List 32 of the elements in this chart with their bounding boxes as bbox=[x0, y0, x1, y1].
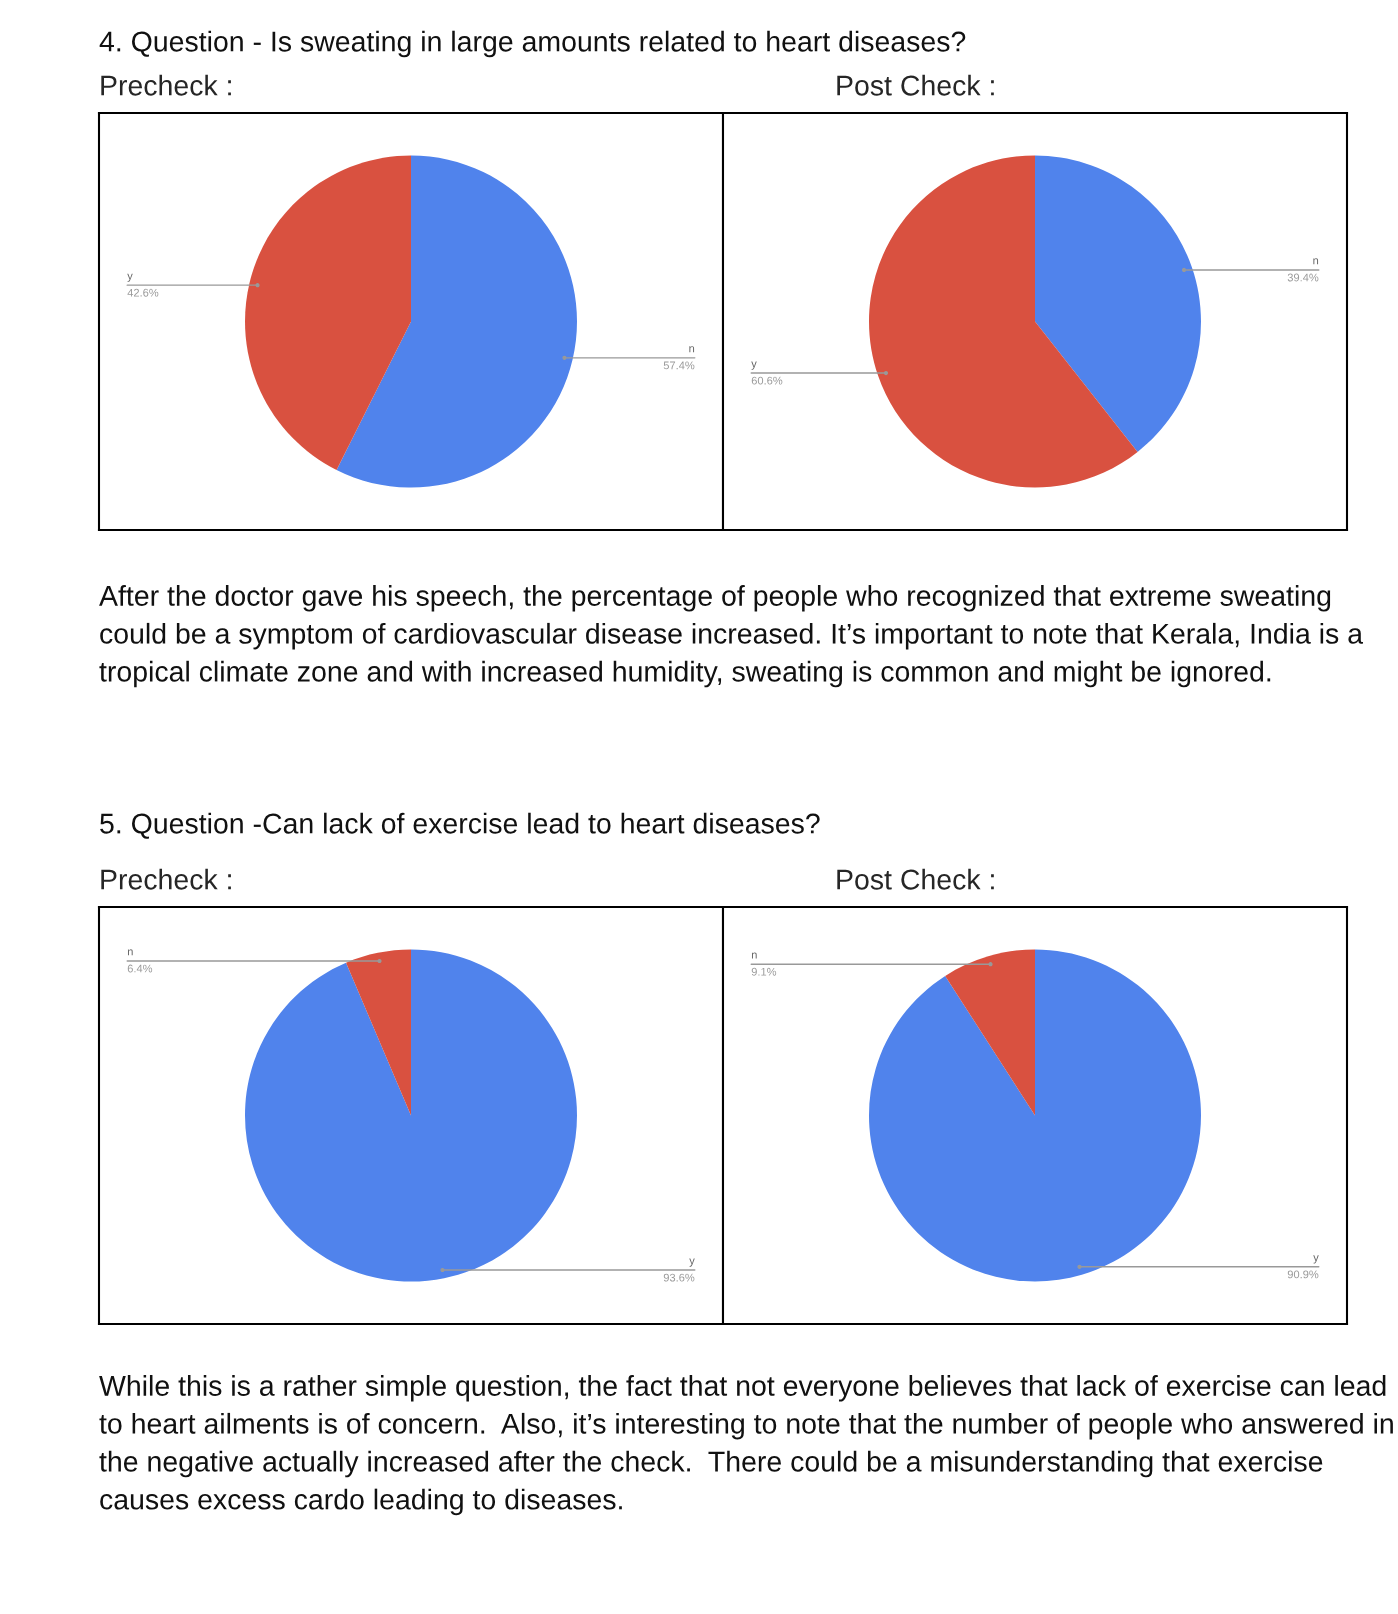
data-label: 9.1% bbox=[751, 967, 777, 976]
chart-title: Post Check : bbox=[837, 74, 994, 96]
slice-label: y bbox=[127, 273, 133, 282]
pie-slice bbox=[1035, 155, 1201, 453]
data-label: 57.4% bbox=[663, 361, 695, 370]
chart-title: Precheck : bbox=[101, 868, 231, 890]
chart-title: Precheck : bbox=[101, 74, 231, 96]
pie-slice bbox=[945, 949, 1035, 1116]
text: 5. Question -Can lack of exercise lead to heart diseases? bbox=[100, 812, 820, 839]
text: 4. Question - Is sweating in large amounts related to heart diseases? bbox=[99, 30, 966, 58]
pie-slice bbox=[869, 949, 1201, 1282]
pie-slice bbox=[245, 949, 577, 1282]
slice-label: n bbox=[1313, 258, 1319, 265]
data-label: 60.6% bbox=[751, 376, 783, 385]
chart-title: Post Check : bbox=[837, 868, 994, 890]
slice-label: y bbox=[751, 361, 757, 370]
text: After the doctor gave his speech, the percentage of people who recognized that extreme sweating could be a symptom of cardiovascular disease increased. It’s important to note that Kerala, India is a tropical climate zone and with increased humidity, sweating is common and might be ignored. bbox=[99, 585, 1364, 688]
slice-label: n bbox=[127, 949, 133, 956]
pie-slice bbox=[869, 155, 1138, 488]
pie-slice bbox=[346, 949, 411, 1116]
slice-label: n bbox=[751, 952, 757, 959]
text: While this is a rather simple question, the fact that not everyone believes that lack of exercise can lead to heart ailments is of concern. Also, it’s interesting to note that the number of people who answered in the negative actually increased after the check. There could be a misunderstanding that exercise causes excess cardo leading to diseases. bbox=[99, 1375, 1393, 1516]
pie-slice bbox=[245, 155, 411, 470]
data-label: 6.4% bbox=[127, 964, 153, 973]
data-label: 39.4% bbox=[1287, 273, 1319, 282]
pie-slice bbox=[336, 155, 577, 488]
slice-label: y bbox=[1313, 1255, 1319, 1264]
slice-label: n bbox=[689, 346, 695, 353]
data-label: 42.6% bbox=[127, 288, 159, 297]
slice-label: y bbox=[689, 1258, 695, 1267]
data-label: 90.9% bbox=[1287, 1270, 1319, 1279]
data-label: 93.6% bbox=[663, 1273, 695, 1282]
